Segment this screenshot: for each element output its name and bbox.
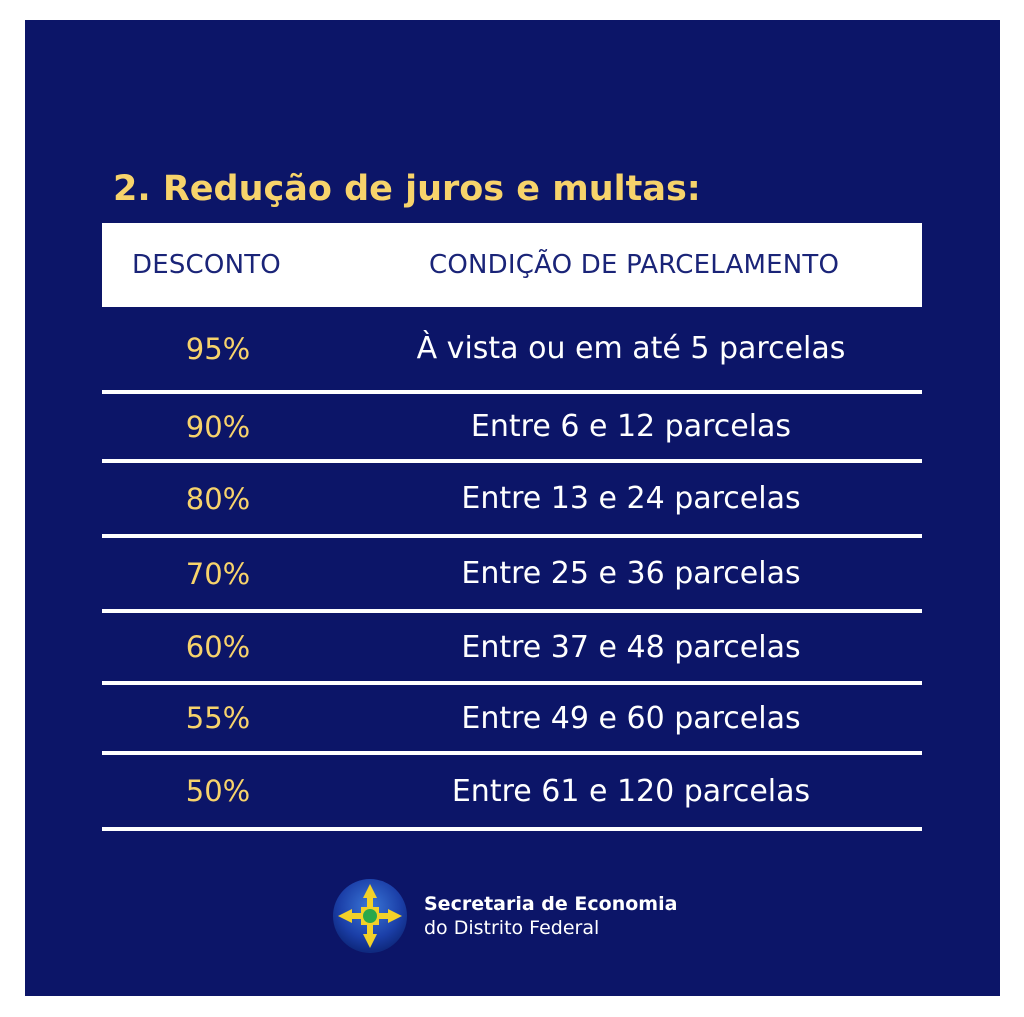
secretaria-logo: Secretaria de Economia do Distrito Feder… (332, 878, 677, 954)
page-title: 2. Redução de juros e multas: (113, 169, 701, 209)
discount-cell: 60% (185, 630, 251, 664)
condition-cell: Entre 25 e 36 parcelas (461, 556, 801, 591)
table-body: 95% À vista ou em até 5 parcelas 90% Ent… (102, 307, 922, 831)
condition-cell: À vista ou em até 5 parcelas (416, 331, 846, 366)
condition-cell: Entre 13 e 24 parcelas (461, 481, 801, 516)
discount-cell: 55% (185, 701, 251, 735)
header-desconto: DESCONTO (132, 250, 281, 280)
condition-cell: Entre 61 e 120 parcelas (451, 773, 811, 809)
logo-title: Secretaria de Economia (424, 893, 678, 915)
condition-cell: Entre 37 e 48 parcelas (461, 629, 801, 665)
table-row: 60% Entre 37 e 48 parcelas (102, 613, 922, 685)
discount-table: DESCONTO CONDIÇÃO DE PARCELAMENTO 95% À … (102, 223, 922, 831)
df-emblem-icon (333, 879, 407, 953)
logo-text: Secretaria de Economia do Distrito Feder… (424, 892, 677, 940)
condition-cell: Entre 6 e 12 parcelas (470, 409, 792, 444)
discount-cell: 70% (185, 556, 251, 591)
discount-cell: 95% (185, 331, 251, 366)
infographic-card: 2. Redução de juros e multas: DESCONTO C… (25, 20, 1000, 996)
discount-cell: 50% (185, 774, 251, 808)
discount-cell: 80% (185, 481, 251, 516)
table-row: 95% À vista ou em até 5 parcelas (102, 307, 922, 394)
condition-cell: Entre 49 e 60 parcelas (461, 700, 801, 736)
table-row: 55% Entre 49 e 60 parcelas (102, 685, 922, 755)
header-condicao: CONDIÇÃO DE PARCELAMENTO (429, 250, 840, 280)
table-row: 90% Entre 6 e 12 parcelas (102, 394, 922, 463)
table-row: 50% Entre 61 e 120 parcelas (102, 755, 922, 831)
logo-subtitle: do Distrito Federal (424, 917, 600, 939)
discount-cell: 90% (185, 409, 251, 444)
table-row: 70% Entre 25 e 36 parcelas (102, 538, 922, 613)
table-header: DESCONTO CONDIÇÃO DE PARCELAMENTO (102, 223, 922, 307)
table-row: 80% Entre 13 e 24 parcelas (102, 463, 922, 538)
